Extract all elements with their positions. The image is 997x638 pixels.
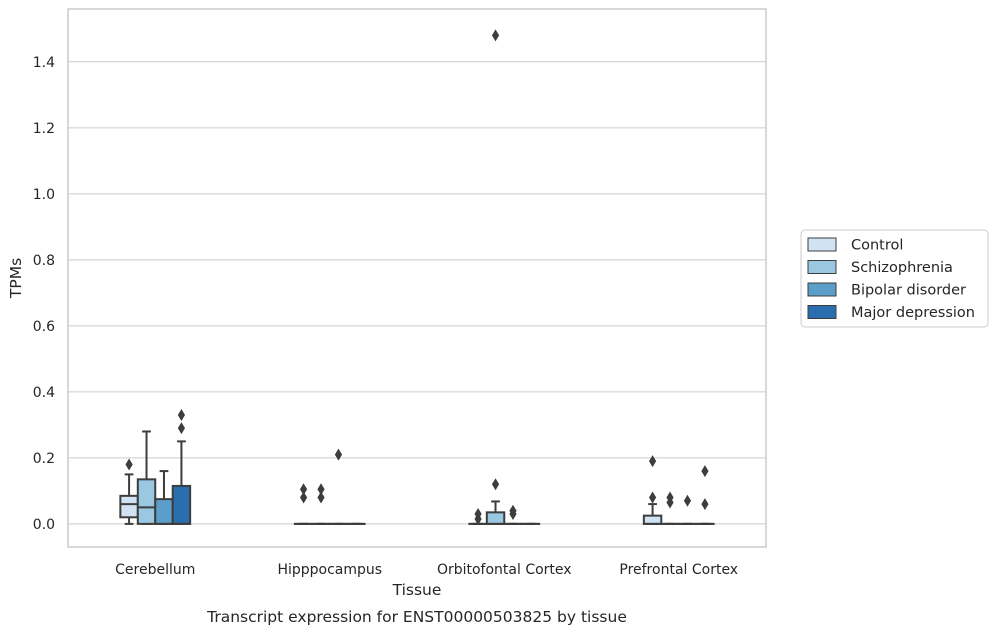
legend-swatch — [808, 238, 836, 251]
y-tick-label: 0.2 — [33, 451, 55, 467]
flier-point — [701, 498, 708, 510]
box-rect — [487, 512, 504, 524]
box-rect — [173, 486, 190, 524]
box-major-depression — [173, 409, 190, 524]
box-bipolar-disorder — [679, 495, 696, 524]
box-schizophrenia — [487, 29, 504, 523]
box-rect — [155, 499, 172, 524]
x-tick-label: Hipppocampus — [277, 562, 382, 578]
x-tick-label: Prefrontal Cortex — [619, 562, 738, 578]
y-tick-label: 1.4 — [33, 55, 55, 71]
box-major-depression — [696, 465, 713, 524]
flier-point — [649, 491, 656, 503]
flier-point — [300, 483, 307, 495]
x-axis-label: Tissue — [392, 581, 442, 599]
box-schizophrenia — [312, 483, 329, 524]
flier-point — [335, 449, 342, 461]
box-control — [644, 455, 661, 524]
box-control — [120, 458, 137, 523]
legend-label: Bipolar disorder — [851, 283, 966, 299]
legend-swatch — [808, 306, 836, 319]
chart-caption: Transcript expression for ENST0000050382… — [206, 608, 627, 626]
flier-point — [701, 465, 708, 477]
legend: Control Schizophrenia Bipolar disorder Majo… — [801, 230, 988, 327]
flier-point — [317, 483, 324, 495]
x-tick-label: Cerebellum — [115, 562, 195, 578]
box-schizophrenia — [661, 491, 678, 523]
flier-point — [178, 409, 185, 421]
box-rect — [138, 479, 155, 524]
y-tick-label: 1.0 — [33, 187, 55, 203]
box-bipolar-disorder — [504, 505, 521, 524]
flier-point — [178, 422, 185, 434]
legend-label: Control — [851, 238, 903, 254]
box-bipolar-disorder — [155, 471, 172, 524]
y-tick-label: 0.8 — [33, 253, 55, 269]
flier-point — [492, 478, 499, 490]
y-tick-label: 1.2 — [33, 121, 55, 137]
flier-point — [125, 458, 132, 470]
box-control — [295, 483, 312, 524]
y-tick-label: 0.6 — [33, 319, 55, 335]
flier-point — [649, 455, 656, 467]
y-tick-label: 0.4 — [33, 385, 55, 401]
legend-label: Major depression — [851, 305, 975, 321]
y-axis-label: TPMs — [7, 258, 25, 299]
legend-swatch — [808, 261, 836, 274]
box-rect — [120, 496, 137, 517]
box-control — [469, 508, 486, 525]
y-tick-label: 0.0 — [33, 517, 55, 533]
box-schizophrenia — [138, 431, 155, 523]
x-tick-label: Orbitofontal Cortex — [437, 562, 572, 578]
plot-frame — [68, 9, 766, 547]
legend-label: Schizophrenia — [851, 260, 953, 276]
legend-swatch — [808, 283, 836, 296]
flier-point — [492, 29, 499, 41]
box-rect — [644, 516, 661, 524]
flier-point — [684, 495, 691, 507]
box-bipolar-disorder — [330, 449, 347, 524]
